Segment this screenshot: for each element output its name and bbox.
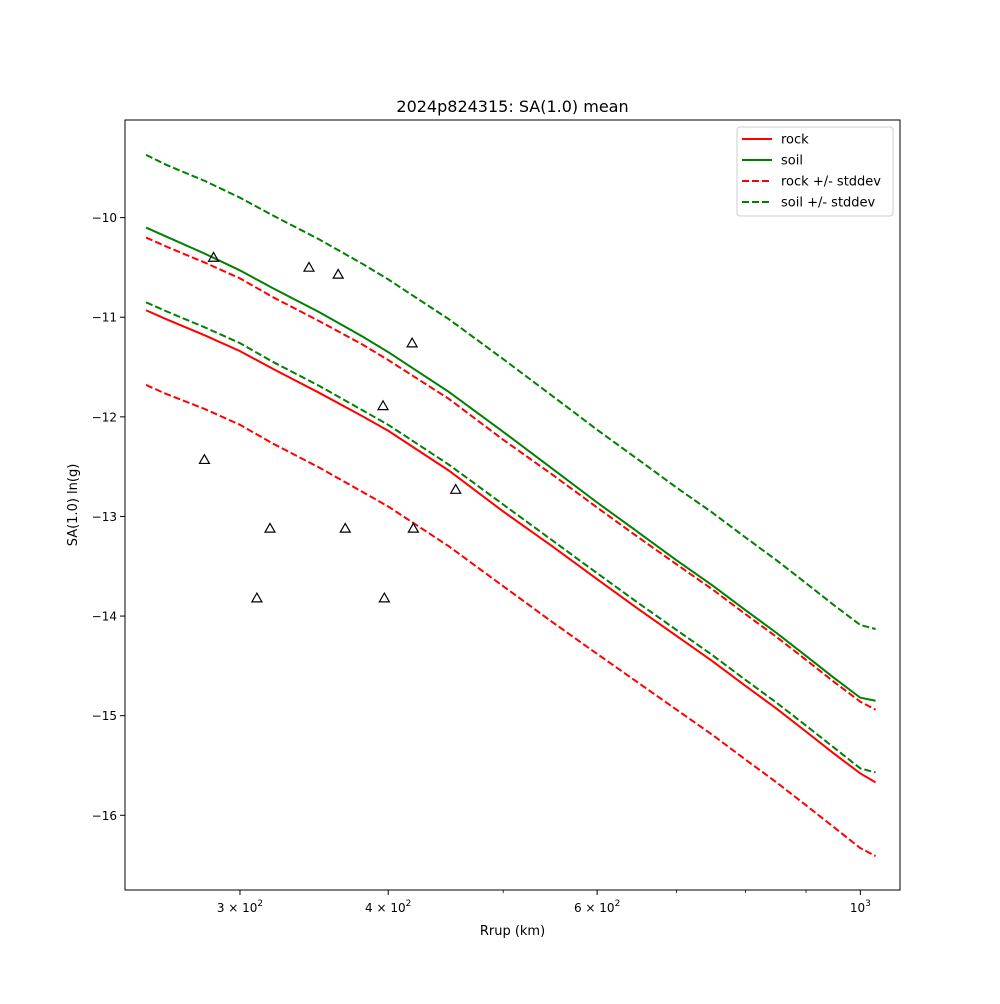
observation-marker-2 <box>250 591 263 603</box>
y-tick-label-2: −14 <box>92 610 117 624</box>
legend-label-rock: rock <box>781 133 809 148</box>
legend: rock soil rock +/- stddev soil +/- stddev <box>736 126 894 217</box>
y-tick-label-4: −12 <box>92 410 117 424</box>
y-tick-label-1: −15 <box>92 709 117 723</box>
x-tick-label-1: 4 × 102 <box>365 899 411 915</box>
observation-marker-7 <box>376 399 390 411</box>
observation-marker-8 <box>378 591 391 603</box>
series-line-soil-stddev-5 <box>145 301 876 774</box>
markers-layer <box>198 251 462 603</box>
y-axis-label: SA(1.0) ln(g) <box>66 464 81 547</box>
series-line-rock-0 <box>145 309 877 784</box>
y-axis: −16 −15 −14 −13 −12 −11 −10 <box>92 211 125 823</box>
series-line-rock-stddev-2 <box>145 236 877 711</box>
observation-marker-4 <box>302 261 316 272</box>
x-axis-label: Rrup (km) <box>480 924 545 939</box>
observation-marker-1 <box>198 453 211 465</box>
x-axis: 3 × 102 4 × 102 6 × 102 103 <box>217 890 871 915</box>
y-tick-label-3: −13 <box>92 510 117 524</box>
observation-marker-0 <box>207 251 220 262</box>
x-tick-label-3: 103 <box>850 899 871 915</box>
observation-marker-11 <box>449 483 462 494</box>
lines-layer <box>145 153 877 858</box>
legend-box <box>736 126 894 217</box>
legend-label-rock-stddev: rock +/- stddev <box>781 175 881 190</box>
axes-frame <box>124 119 901 891</box>
legend-label-soil: soil <box>781 154 803 169</box>
y-tick-label-0: −16 <box>92 809 117 823</box>
observation-marker-6 <box>339 522 352 533</box>
y-tick-label-5: −11 <box>92 311 117 325</box>
series-line-soil-1 <box>145 226 876 702</box>
series-line-rock-stddev-3 <box>145 384 877 858</box>
chart-title: 2024p824315: SA(1.0) mean <box>396 97 628 116</box>
x-tick-label-2: 6 × 102 <box>574 899 620 915</box>
observation-marker-10 <box>407 522 420 533</box>
y-tick-label-6: −10 <box>92 211 117 225</box>
observation-marker-3 <box>263 522 277 533</box>
observation-marker-5 <box>332 268 345 279</box>
legend-label-soil-stddev: soil +/- stddev <box>781 196 876 211</box>
series-line-soil-stddev-4 <box>145 153 876 630</box>
x-tick-label-0: 3 × 102 <box>217 899 263 915</box>
observation-marker-9 <box>406 336 419 348</box>
